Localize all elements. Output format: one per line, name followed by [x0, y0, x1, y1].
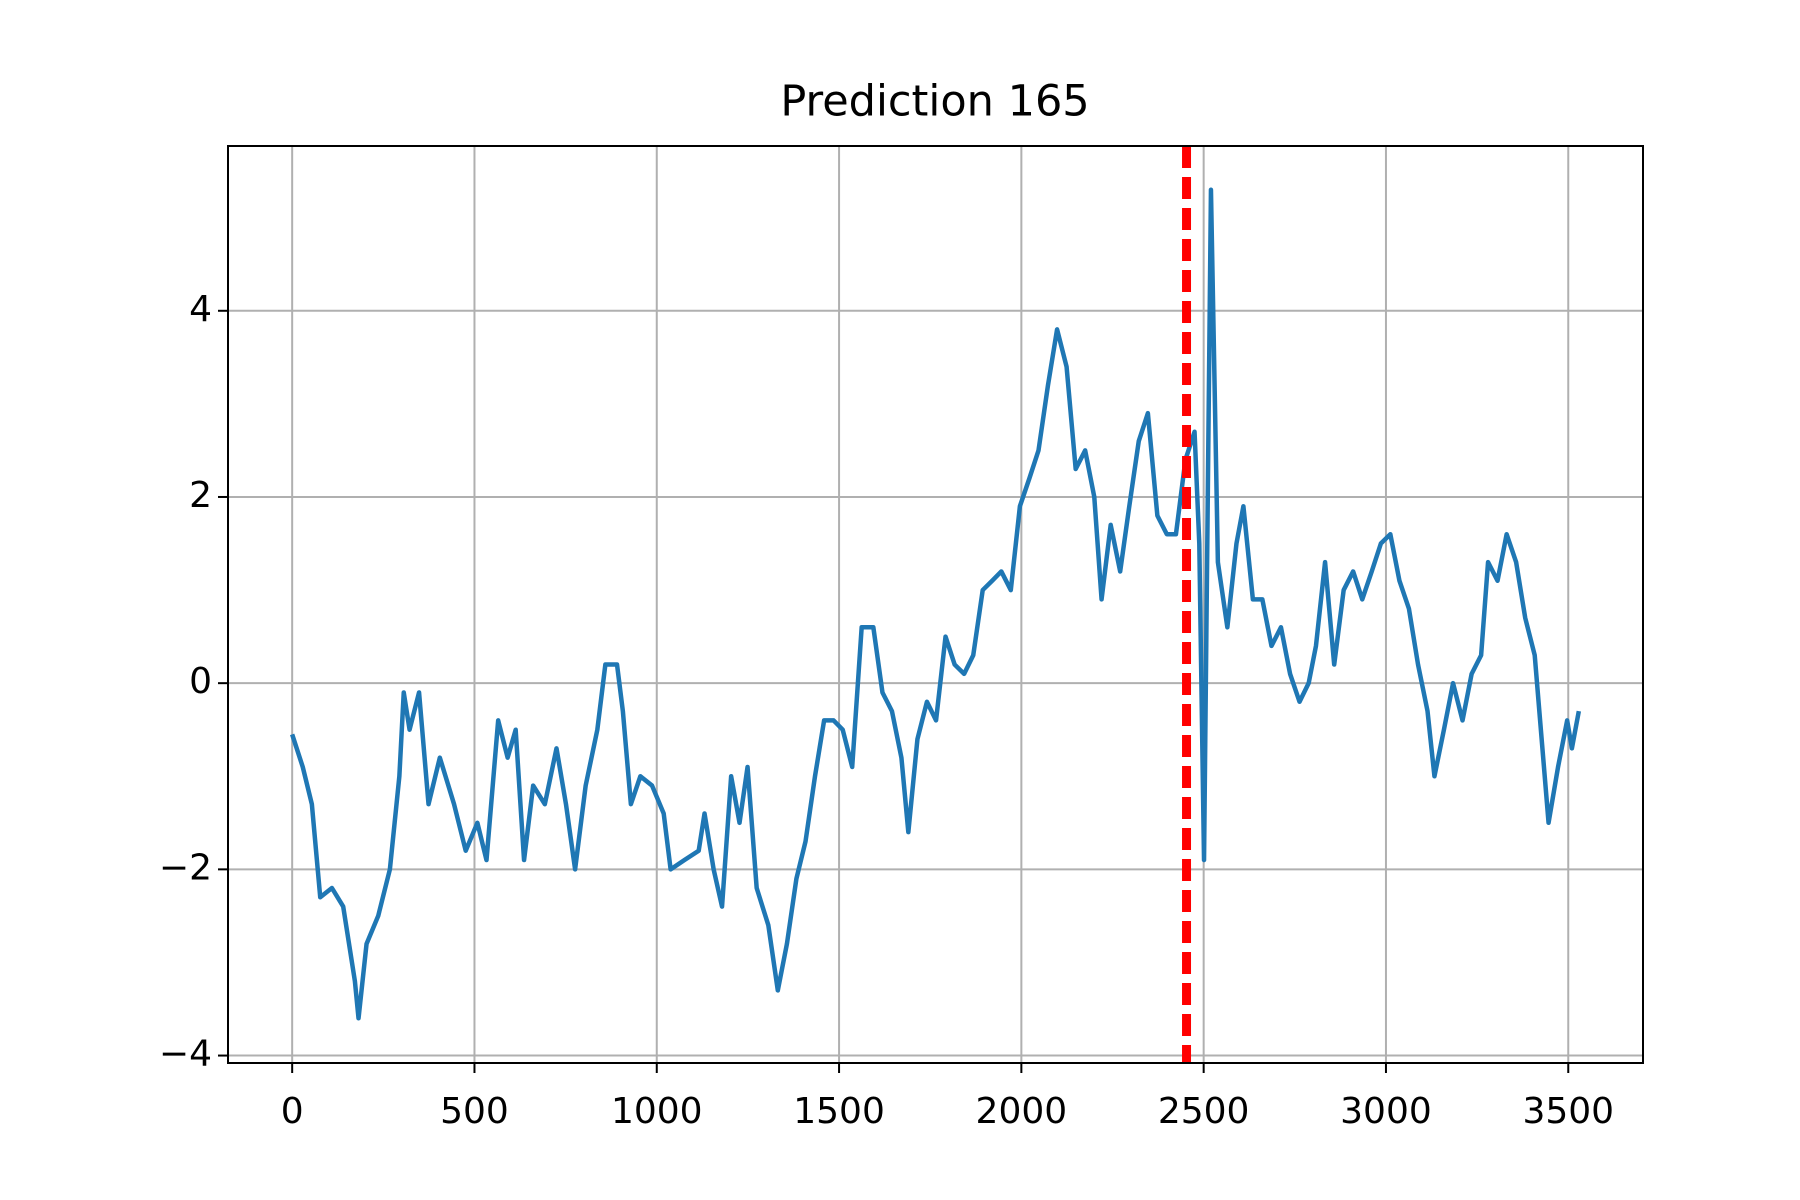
y-tick-label: 4 [189, 289, 212, 330]
chart-title: Prediction 165 [780, 77, 1089, 127]
x-tick-label: 500 [440, 1091, 509, 1132]
x-tick-label: 2500 [1158, 1091, 1250, 1132]
y-tick-label: 0 [189, 661, 212, 702]
x-tick-label: 3000 [1340, 1091, 1432, 1132]
x-tick-label: 2000 [976, 1091, 1068, 1132]
x-tick-label: 1500 [793, 1091, 885, 1132]
plot-frame [227, 145, 1644, 1064]
x-tick-label: 1000 [611, 1091, 703, 1132]
x-tick-label: 0 [281, 1091, 304, 1132]
x-tick-label: 3500 [1522, 1091, 1614, 1132]
y-tick-label: 2 [189, 475, 212, 516]
y-tick-label: −2 [159, 847, 212, 888]
y-tick-label: −4 [159, 1034, 212, 1075]
data-line [290, 187, 1582, 1021]
